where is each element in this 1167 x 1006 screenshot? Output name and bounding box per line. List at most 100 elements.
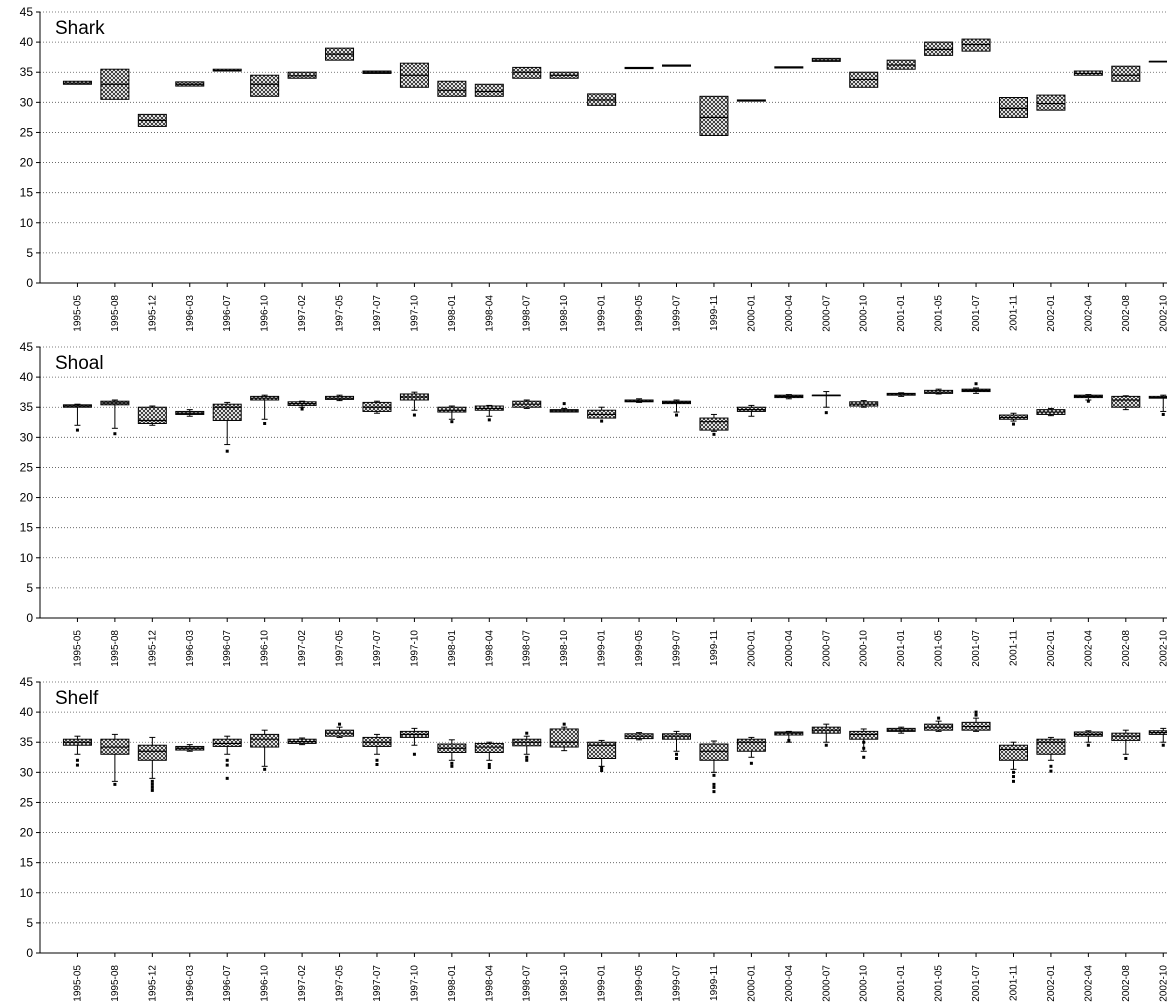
box-2000-01: [736, 404, 766, 417]
x-tick-label: 1995-08: [110, 965, 121, 1002]
x-tick-label: 1995-12: [147, 965, 158, 1002]
outlier-point: [862, 740, 866, 744]
outlier-point: [600, 419, 604, 423]
x-tick-label: 1996-10: [260, 965, 271, 1002]
outlier-point: [263, 421, 267, 425]
outlier-point: [150, 779, 154, 783]
box-2001-01: [886, 392, 916, 397]
box-1999-11: [699, 740, 729, 794]
outlier-point: [1124, 756, 1128, 760]
box-iqr: [998, 744, 1028, 761]
box-1999-07: [662, 730, 692, 760]
x-tick-label: 1995-12: [147, 295, 158, 332]
x-tick-label: 1995-12: [147, 630, 158, 667]
x-tick-label: 1997-05: [335, 630, 346, 667]
box-1999-01: [587, 406, 617, 423]
x-tick-label: 2000-04: [784, 630, 795, 667]
x-tick-label: 1996-07: [222, 965, 233, 1002]
x-tick-label: 1999-01: [597, 295, 608, 332]
x-tick-label: 2001-11: [1008, 295, 1019, 331]
x-tick-label: 2002-04: [1083, 295, 1094, 332]
y-tick-label: 0: [26, 276, 33, 290]
x-tick-label: 1995-05: [72, 295, 83, 332]
outlier-point: [562, 402, 566, 406]
x-tick-label: 2000-10: [859, 295, 870, 332]
x-tick-label: 1999-01: [597, 630, 608, 667]
x-tick-label: 1998-10: [559, 630, 570, 667]
box-1995-12: [137, 113, 167, 127]
x-tick-label: 1999-07: [672, 630, 683, 667]
x-tick-label: 1996-07: [222, 295, 233, 332]
outlier-point: [525, 755, 529, 759]
x-tick-label: 1997-10: [409, 630, 420, 667]
x-tick-label: 1998-10: [559, 965, 570, 1002]
x-tick-label: 1999-05: [634, 965, 645, 1002]
x-tick-label: 2002-01: [1046, 295, 1057, 332]
box-2002-10: [1148, 60, 1167, 63]
outlier-point: [1161, 743, 1165, 747]
x-tick-label: 2001-07: [971, 295, 982, 332]
x-tick-label: 1996-03: [185, 965, 196, 1002]
box-2001-05: [924, 716, 954, 732]
x-tick-label: 1995-08: [110, 295, 121, 332]
box-iqr: [512, 66, 542, 79]
box-2002-01: [1036, 407, 1066, 417]
x-tick-label: 1997-02: [297, 295, 308, 332]
outlier-point: [487, 418, 491, 422]
x-tick-label: 2001-11: [1008, 965, 1019, 1001]
outlier-point: [712, 782, 716, 786]
box-iqr: [212, 738, 242, 747]
box-iqr: [998, 97, 1028, 118]
outlier-point: [862, 746, 866, 750]
box-2000-10: [849, 71, 879, 88]
x-tick-label: 1995-08: [110, 630, 121, 667]
panel-title: Shelf: [55, 688, 99, 709]
y-tick-label: 0: [26, 946, 33, 960]
y-tick-label: 15: [20, 521, 34, 535]
x-tick-label: 2000-07: [821, 965, 832, 1002]
outlier-point: [675, 756, 679, 760]
outlier-point: [150, 788, 154, 792]
box-1996-07: [212, 401, 242, 453]
y-tick-label: 10: [20, 216, 34, 230]
box-iqr: [250, 74, 280, 97]
box-1995-08: [100, 399, 130, 436]
x-tick-label: 1997-05: [335, 965, 346, 1002]
x-tick-label: 1996-03: [185, 630, 196, 667]
outlier-point: [225, 763, 229, 767]
box-iqr: [437, 80, 467, 97]
box-1998-10: [549, 71, 579, 79]
box-1996-10: [250, 74, 280, 97]
x-tick-label: 2000-04: [784, 965, 795, 1002]
x-tick-label: 2001-05: [934, 295, 945, 332]
x-tick-label: 1997-05: [335, 295, 346, 332]
outlier-point: [487, 763, 491, 767]
x-tick-label: 1996-10: [260, 630, 271, 667]
outlier-point: [75, 763, 79, 767]
box-iqr: [474, 742, 504, 753]
x-tick-label: 1998-04: [484, 630, 495, 667]
box-2001-11: [998, 741, 1028, 783]
box-2000-07: [811, 391, 841, 415]
x-tick-label: 1997-07: [372, 295, 383, 332]
box-iqr: [961, 38, 991, 52]
box-1999-07: [662, 399, 692, 417]
x-tick-label: 1998-01: [447, 295, 458, 332]
box-2002-10: [1148, 727, 1167, 747]
chart-panel-shelf: 0 5 10 15 20 25 30 35 40 45 Shelf 1995-05 1995-08 199…: [20, 675, 1167, 1002]
outlier-point: [1011, 779, 1015, 783]
box-1996-03: [175, 744, 205, 752]
outlier-point: [450, 420, 454, 424]
box-1995-05: [62, 403, 92, 432]
outlier-point: [824, 743, 828, 747]
box-iqr: [1036, 94, 1066, 111]
box-1999-05: [624, 398, 654, 403]
box-1995-08: [100, 68, 130, 100]
outlier-point: [749, 761, 753, 765]
y-tick-label: 35: [20, 400, 34, 414]
box-1999-05: [624, 66, 654, 70]
outlier-point: [225, 776, 229, 780]
x-tick-label: 2001-01: [896, 965, 907, 1002]
box-1996-10: [250, 394, 280, 425]
outlier-point: [412, 413, 416, 417]
